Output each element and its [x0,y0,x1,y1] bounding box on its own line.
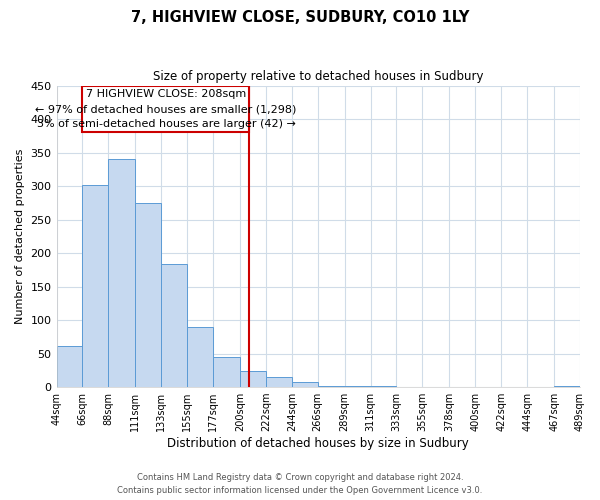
Bar [136,204,161,387]
Bar [213,357,240,387]
X-axis label: Distribution of detached houses by size in Sudbury: Distribution of detached houses by size … [167,437,469,450]
Bar [187,327,213,387]
Title: Size of property relative to detached houses in Sudbury: Size of property relative to detached ho… [153,70,484,83]
Bar [108,160,136,387]
FancyBboxPatch shape [82,86,250,132]
Bar [345,386,371,387]
Bar [317,386,345,387]
Text: 7 HIGHVIEW CLOSE: 208sqm
← 97% of detached houses are smaller (1,298)
3% of semi: 7 HIGHVIEW CLOSE: 208sqm ← 97% of detach… [35,89,296,129]
Bar [240,371,266,387]
Bar [554,386,580,387]
Bar [161,264,187,387]
Bar [82,184,108,387]
Text: Contains HM Land Registry data © Crown copyright and database right 2024.
Contai: Contains HM Land Registry data © Crown c… [118,474,482,495]
Bar [292,382,317,387]
Y-axis label: Number of detached properties: Number of detached properties [15,148,25,324]
Bar [56,346,82,387]
Bar [266,377,292,387]
Bar [371,386,397,387]
Text: 7, HIGHVIEW CLOSE, SUDBURY, CO10 1LY: 7, HIGHVIEW CLOSE, SUDBURY, CO10 1LY [131,10,469,25]
